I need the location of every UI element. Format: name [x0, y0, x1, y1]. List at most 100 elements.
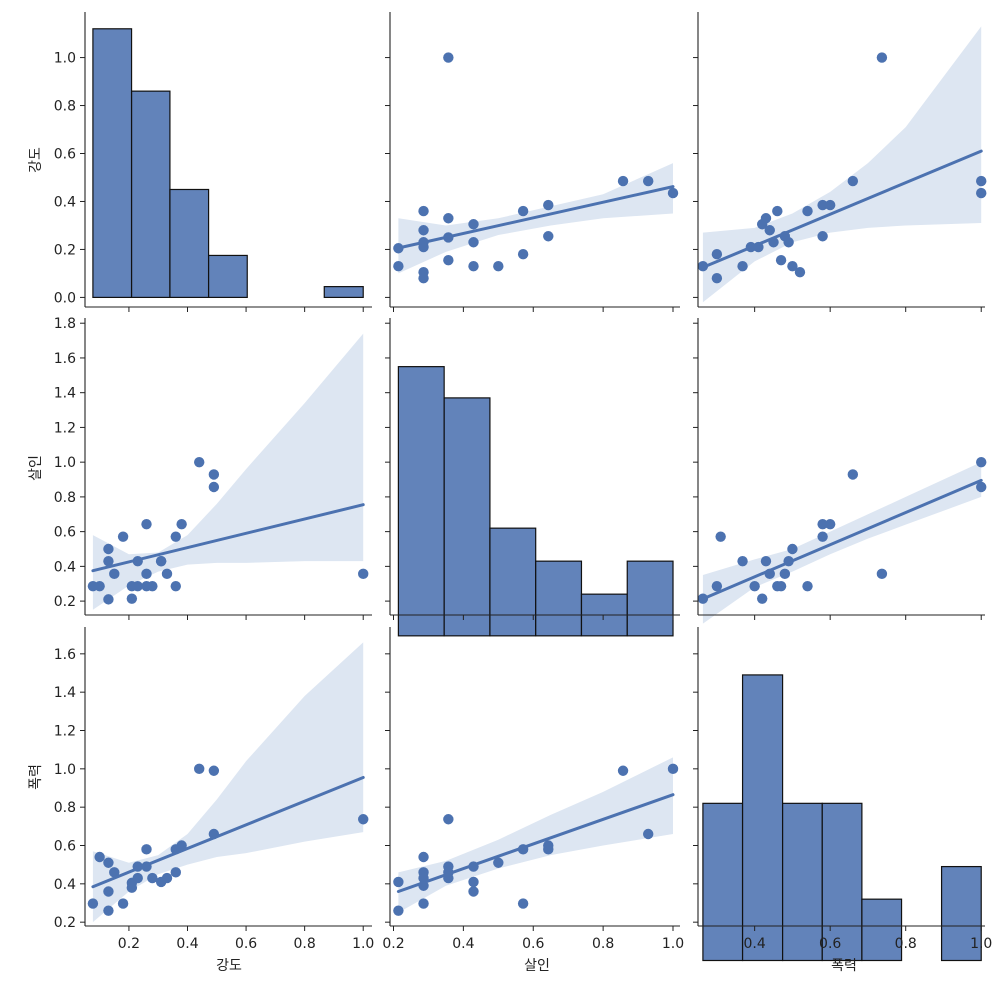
ci-band-2-0: [92, 642, 364, 923]
y-tick-label-1-1: 0.4: [54, 559, 76, 575]
y-tick-label-1-0: 0.2: [54, 594, 76, 610]
regression-line-2-1: [396, 793, 675, 893]
hist-bar-2-4: [861, 898, 903, 962]
regression-line-2-0: [91, 775, 365, 889]
y-tick-label-1-5: 1.2: [54, 420, 76, 436]
hist-bar-2-3: [821, 802, 863, 962]
hist-bar-1-0: [397, 366, 445, 637]
scatter-point-0-2-23: [976, 187, 987, 199]
scatter-point-0-1-11: [468, 237, 479, 248]
x-tick-label-2-2: 0.8: [895, 936, 917, 952]
ci-band-1-0: [92, 333, 364, 610]
scatter-point-0-1-10: [468, 219, 479, 230]
scatter-point-2-0-13: [147, 872, 158, 884]
scatter-point-0-2-19: [824, 199, 836, 211]
scatter-point-2-0-6: [117, 898, 129, 909]
scatter-point-1-0-20: [176, 518, 187, 530]
scatter-point-1-0-8: [126, 593, 138, 604]
scatter-point-0-1-14: [517, 205, 529, 217]
y-tick-label-0-4: 0.8: [54, 99, 76, 115]
y-tick-label-0-5: 1.0: [54, 51, 76, 67]
scatter-point-2-0-11: [141, 844, 152, 855]
scatter-point-0-2-21: [876, 52, 888, 63]
y-tick-label-2-7: 1.6: [54, 647, 76, 663]
x-tick-label-0-3: 0.8: [294, 936, 316, 952]
hist-bar-0-2: [169, 188, 210, 299]
hist-bar-1-3: [535, 560, 583, 637]
axis-labels: 강도 살인 폭력 강도 살인 폭력: [28, 147, 857, 974]
scatter-point-2-0-15: [161, 872, 173, 884]
panel-0-0: 0.0 0.2 0.4 0.6 0.8 1.0: [54, 12, 372, 312]
scatter-point-0-1-22: [418, 273, 429, 284]
x-axis-label-robbery: 강도: [216, 958, 242, 974]
scatter-point-2-0-18: [176, 840, 187, 851]
scatter-point-2-1-16: [517, 898, 529, 909]
scatter-point-0-2-17: [817, 199, 828, 211]
regression-line-1-2: [701, 478, 983, 601]
scatter-point-0-2-18: [817, 231, 828, 242]
scatter-point-1-2-14: [817, 518, 828, 530]
x-tick-label-0-0: 0.2: [118, 936, 140, 952]
hist-bar-2-0: [702, 802, 744, 962]
scatter-point-1-0-22: [208, 469, 220, 480]
y-tick-label-2-3: 0.8: [54, 800, 76, 816]
y-tick-label-0-2: 0.4: [54, 194, 76, 210]
y-tick-label-1-4: 1.0: [54, 455, 76, 471]
scatter-point-1-0-18: [170, 531, 181, 542]
panel-2-0: 0.2 0.4 0.6 0.8 1.0 0.2 0.4 0.6 0.8 1.0 1.2 1.4 1.6: [54, 627, 374, 952]
scatter-point-1-0-12: [141, 568, 152, 580]
scatter-point-0-2-22: [976, 175, 987, 187]
scatter-point-1-2-18: [876, 568, 888, 580]
y-axis-label-murder: 살인: [28, 455, 44, 481]
scatter-point-1-0-3: [103, 555, 114, 567]
y-tick-label-1-6: 1.4: [54, 386, 76, 402]
scatter-point-1-0-24: [358, 568, 369, 580]
scatter-point-1-2-19: [976, 456, 987, 468]
hist-bar-0-1: [130, 90, 171, 299]
scatter-point-2-1-12: [468, 876, 479, 888]
scatter-point-0-2-1: [711, 249, 723, 260]
scatter-point-2-1-19: [617, 765, 629, 776]
x-tick-label-2-1: 0.6: [819, 936, 841, 952]
scatter-point-0-2-11: [775, 255, 787, 266]
regression-line-0-1: [396, 185, 675, 250]
hist-bar-0-3: [207, 254, 248, 299]
hist-bar-0-0: [92, 28, 133, 299]
scatter-point-1-2-6: [760, 555, 772, 567]
ci-band-1-2: [702, 462, 982, 624]
x-tick-label-1-4: 1.0: [662, 936, 684, 952]
scatter-point-2-1-14: [493, 857, 504, 868]
scatter-point-1-0-16: [155, 555, 167, 567]
panel-0-1: [385, 12, 680, 312]
scatter-point-1-0-14: [147, 580, 158, 592]
y-tick-label-2-2: 0.6: [54, 839, 76, 855]
scatter-point-2-0-2: [103, 857, 114, 868]
ci-band-0-2: [702, 26, 982, 303]
scatter-point-1-0-17: [161, 568, 173, 580]
ci-band-2-1: [398, 757, 674, 913]
scatter-point-1-2-10: [779, 568, 791, 580]
scatter-point-0-1-13: [493, 261, 504, 272]
scatter-point-2-0-0: [87, 898, 99, 909]
scatter-point-1-0-6: [117, 531, 129, 542]
scatter-point-1-0-1: [94, 580, 105, 592]
scatter-point-1-0-23: [208, 481, 220, 493]
scatter-point-0-1-7: [443, 213, 454, 224]
scatter-point-0-2-7: [760, 213, 772, 224]
y-tick-label-0-0: 0.0: [54, 290, 76, 306]
hist-bar-1-2: [489, 527, 537, 637]
scatter-point-1-2-9: [775, 580, 787, 592]
scatter-point-2-0-19: [194, 763, 205, 775]
scatter-point-2-1-7: [443, 814, 454, 825]
x-tick-label-1-1: 0.4: [452, 936, 474, 952]
x-tick-label-0-4: 1.0: [352, 936, 374, 952]
pairplot-panels: 0.0 0.2 0.4 0.6 0.8 1.0 0.2 0.4 0.6 0.8 1.0 1.2 1.4 1…: [54, 12, 992, 962]
scatter-point-2-1-21: [667, 763, 679, 775]
scatter-point-2-1-1: [393, 905, 404, 916]
x-tick-label-1-2: 0.6: [522, 936, 544, 952]
scatter-point-1-2-15: [817, 531, 828, 542]
y-tick-label-2-4: 1.0: [54, 762, 76, 778]
x-axis-label-violence: 폭력: [831, 958, 857, 974]
y-tick-label-2-6: 1.4: [54, 685, 76, 701]
